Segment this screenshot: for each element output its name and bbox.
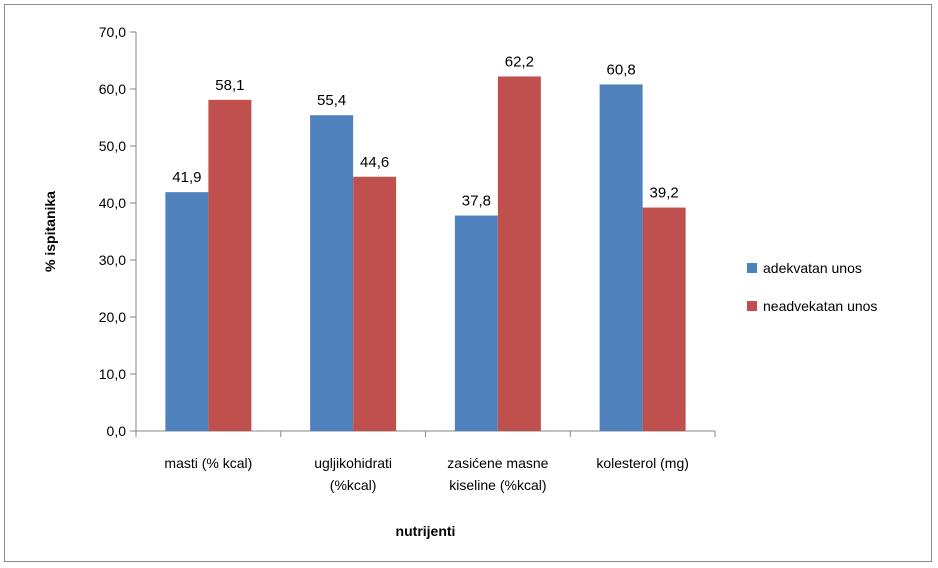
legend-swatch bbox=[747, 263, 757, 273]
bar bbox=[642, 207, 686, 431]
bar-chart: 0,0 10,0 20,0 30,0 40,0 50,0 60,0 70,0 41,9 55,4… bbox=[42, 24, 877, 539]
category-label: kolesterol (mg) bbox=[596, 455, 689, 471]
y-axis: 0,0 10,0 20,0 30,0 40,0 50,0 60,0 70,0 bbox=[99, 24, 137, 439]
y-tick-label: 10,0 bbox=[99, 366, 126, 382]
bar bbox=[310, 115, 354, 431]
bar bbox=[599, 84, 643, 431]
legend-label: adekvatan unos bbox=[763, 260, 862, 276]
legend-swatch bbox=[747, 301, 757, 311]
data-label: 55,4 bbox=[317, 92, 346, 109]
data-label: 60,8 bbox=[607, 61, 636, 78]
data-label: 44,6 bbox=[360, 154, 389, 171]
data-label: 41,9 bbox=[172, 169, 201, 186]
bar bbox=[208, 99, 252, 431]
category-label: ugljikohidrati (%kcal) bbox=[314, 455, 392, 493]
bar bbox=[353, 176, 397, 431]
legend-label: neadvekatan unos bbox=[763, 298, 877, 314]
bar bbox=[454, 215, 498, 431]
y-tick-label: 20,0 bbox=[99, 309, 126, 325]
y-tick-label: 30,0 bbox=[99, 252, 126, 268]
x-axis-title: nutrijenti bbox=[396, 523, 456, 539]
x-axis bbox=[135, 430, 716, 437]
category-label: masti (% kcal) bbox=[164, 455, 252, 471]
y-axis-title: % ispitanika bbox=[42, 191, 58, 272]
category-label: zasićene masne kiseline (%kcal) bbox=[447, 455, 548, 493]
category-labels: masti (% kcal) ugljikohidrati (%kcal) zasić… bbox=[164, 455, 689, 493]
data-label: 37,8 bbox=[462, 193, 491, 210]
bar bbox=[497, 76, 541, 432]
y-tick-label: 70,0 bbox=[99, 24, 126, 40]
bars bbox=[165, 76, 686, 432]
data-label: 58,1 bbox=[215, 77, 244, 94]
bar bbox=[165, 192, 209, 431]
data-labels: 41,9 55,4 37,8 60,8 58,1 44,6 62,2 39,2 bbox=[172, 53, 678, 209]
y-tick-label: 0,0 bbox=[107, 423, 127, 439]
data-label: 62,2 bbox=[505, 53, 534, 70]
y-tick-label: 40,0 bbox=[99, 195, 126, 211]
chart-frame: 0,0 10,0 20,0 30,0 40,0 50,0 60,0 70,0 41,9 55,4… bbox=[4, 4, 932, 562]
y-tick-label: 50,0 bbox=[99, 138, 126, 154]
legend: adekvatan unos neadvekatan unos bbox=[747, 260, 877, 314]
data-label: 39,2 bbox=[650, 185, 679, 202]
y-tick-label: 60,0 bbox=[99, 81, 126, 97]
